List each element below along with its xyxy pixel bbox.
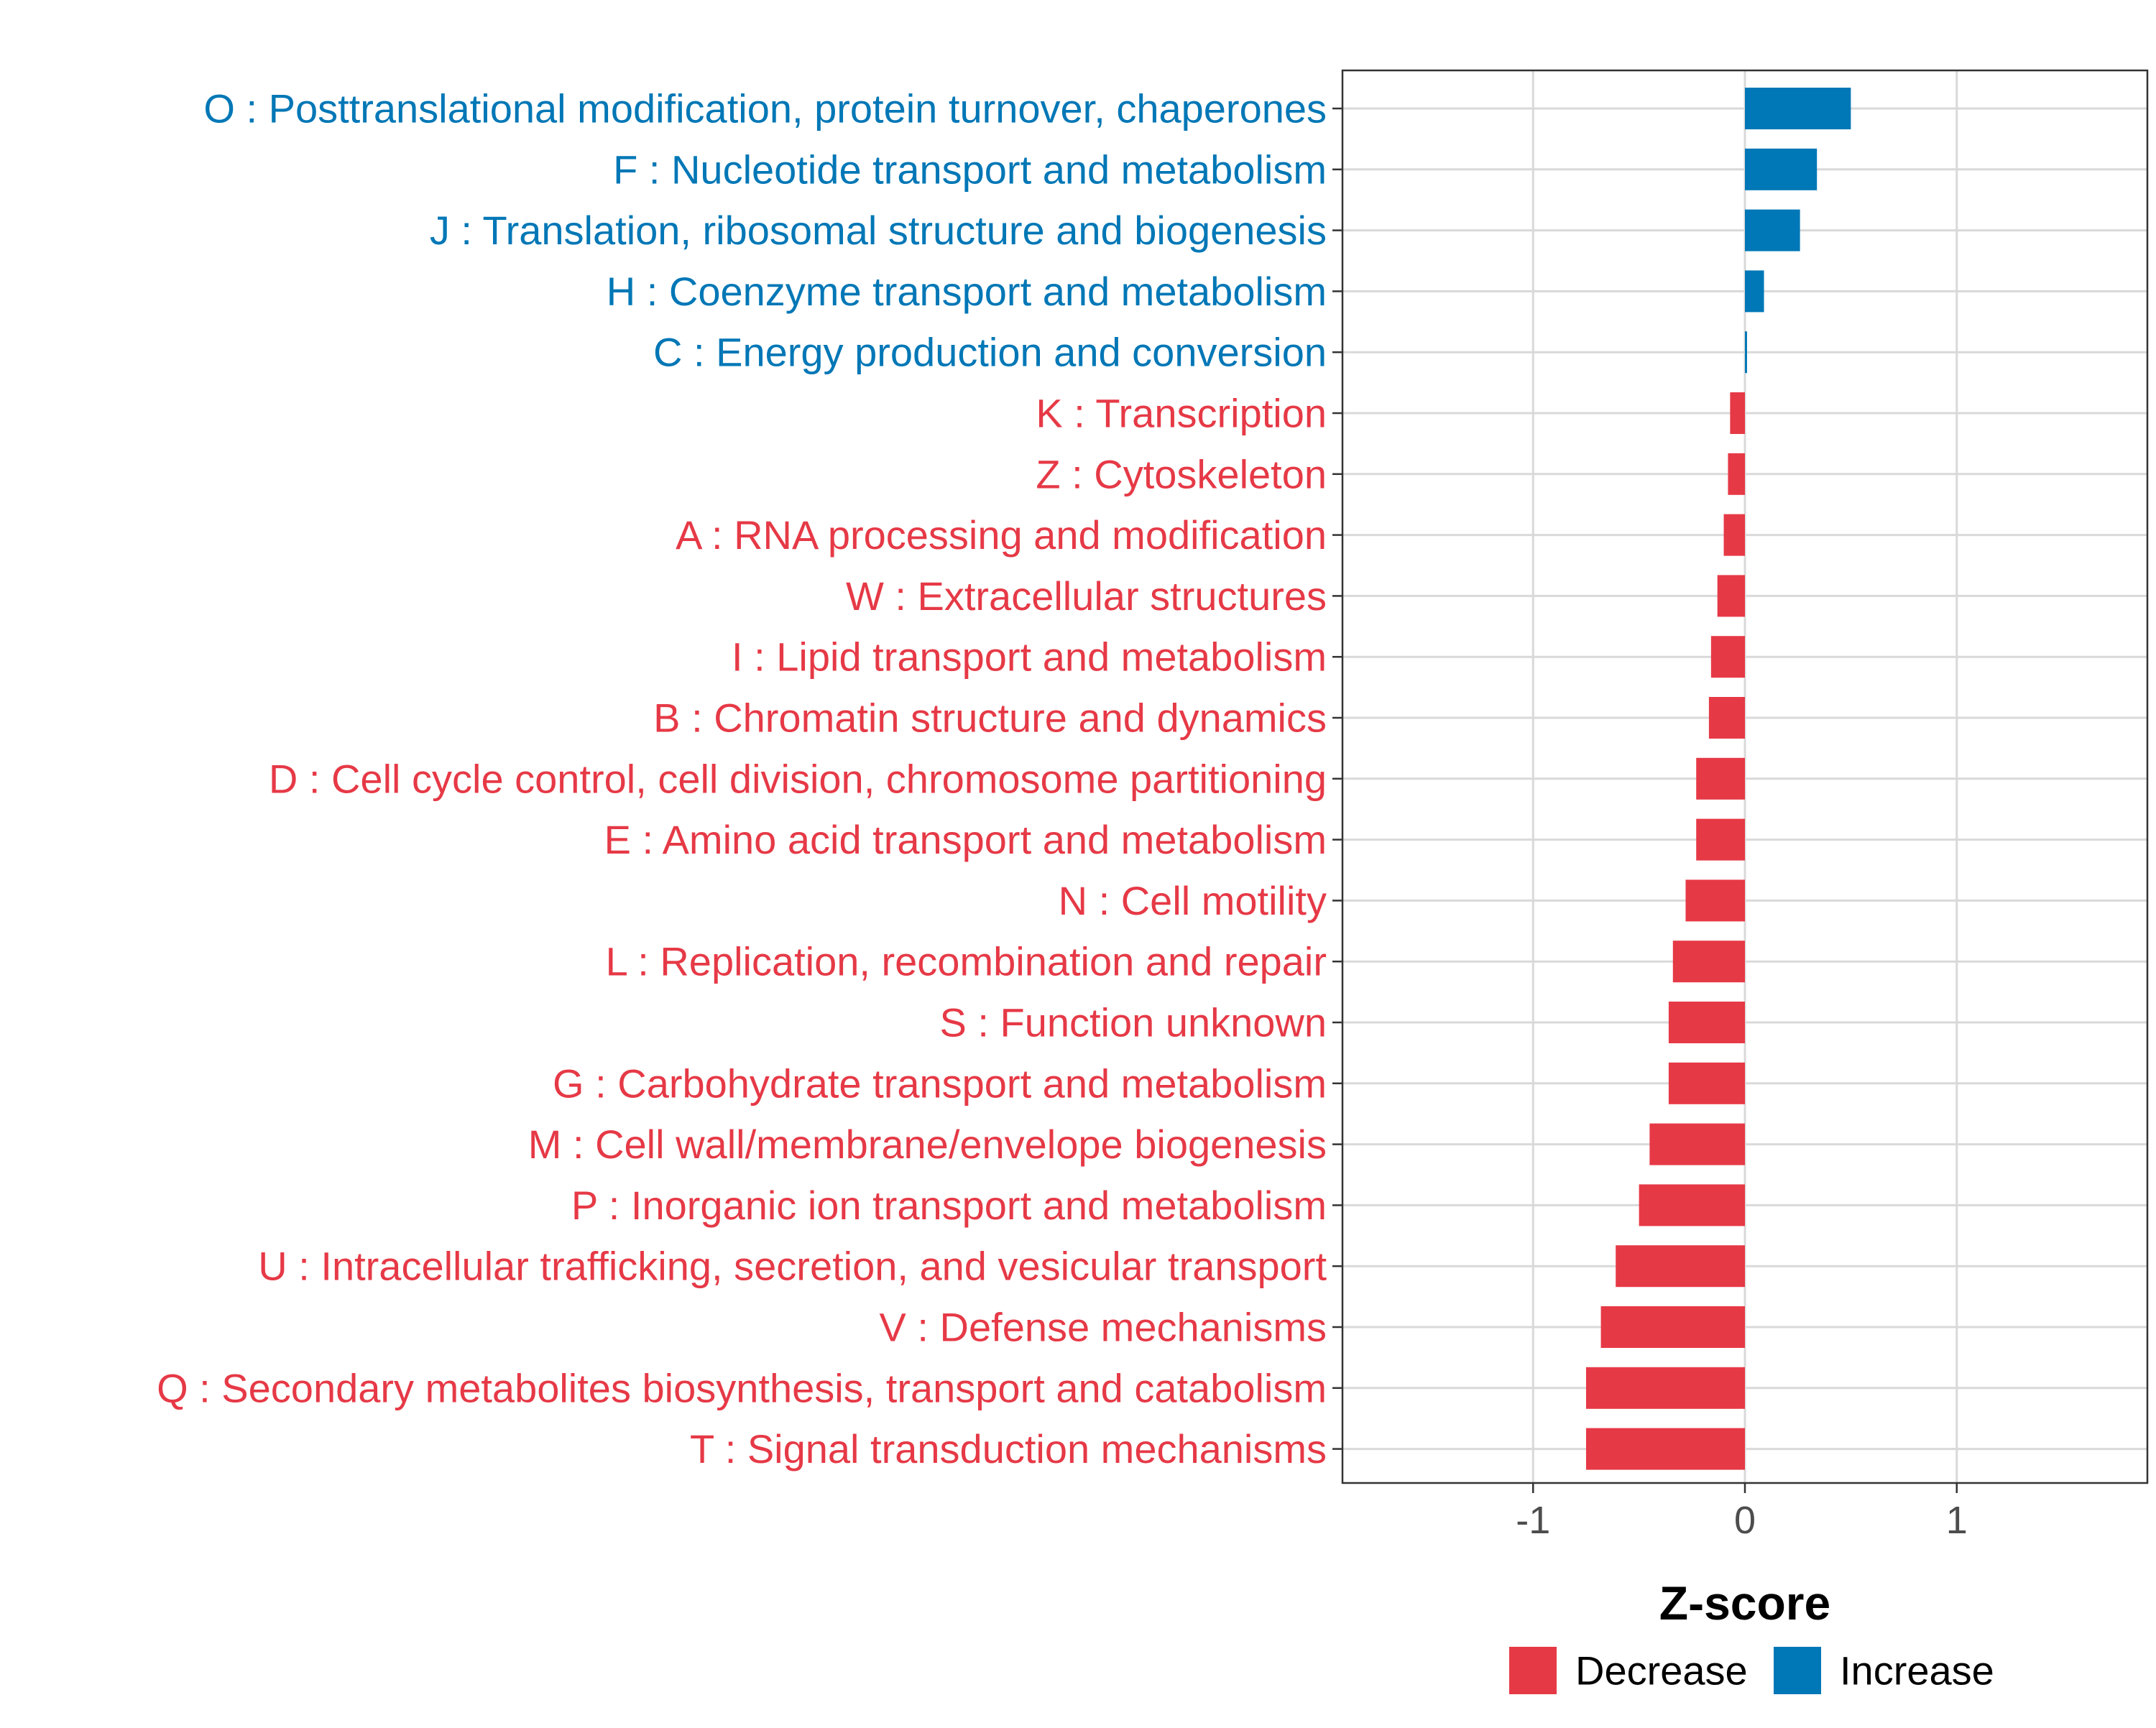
bar [1708, 697, 1745, 739]
legend: Decrease Increase [1509, 1647, 1994, 1694]
category-labels: O : Posttranslational modification, prot… [157, 86, 1327, 1472]
bar [1696, 757, 1745, 800]
category-label: D : Cell cycle control, cell division, c… [269, 756, 1327, 801]
category-label: J : Translation, ribosomal structure and… [430, 208, 1327, 253]
bar [1717, 575, 1745, 617]
legend-label: Increase [1840, 1648, 1994, 1694]
legend-key [1509, 1647, 1557, 1694]
bar [1710, 636, 1745, 678]
category-label: T : Signal transduction mechanisms [690, 1426, 1327, 1471]
category-label: E : Amino acid transport and metabolism [604, 817, 1327, 862]
category-label: W : Extracellular structures [846, 573, 1327, 619]
bar [1723, 514, 1745, 556]
category-label: Z : Cytoskeleton [1036, 451, 1327, 496]
bar [1639, 1184, 1745, 1226]
category-label: S : Function unknown [939, 1000, 1327, 1045]
category-label: O : Posttranslational modification, prot… [203, 86, 1327, 131]
bar [1730, 392, 1745, 434]
category-label: Q : Secondary metabolites biosynthesis, … [157, 1365, 1327, 1410]
y-axis-ticks [1332, 107, 1342, 1450]
category-label: H : Coenzyme transport and metabolism [607, 269, 1327, 314]
category-label: P : Inorganic ion transport and metaboli… [571, 1183, 1327, 1228]
category-label: K : Transcription [1036, 391, 1327, 436]
category-label: A : RNA processing and modification [676, 512, 1327, 558]
bar [1649, 1123, 1745, 1165]
legend-label: Decrease [1575, 1648, 1748, 1694]
bar [1745, 331, 1747, 374]
x-tick-label: 0 [1734, 1499, 1756, 1542]
category-label: V : Defense mechanisms [880, 1305, 1327, 1350]
bar [1696, 818, 1745, 861]
bar [1745, 88, 1851, 129]
category-label: C : Energy production and conversion [653, 330, 1327, 375]
bar [1585, 1367, 1745, 1409]
bar [1616, 1245, 1745, 1288]
bar [1685, 879, 1745, 922]
bar [1600, 1306, 1745, 1348]
category-label: N : Cell motility [1059, 878, 1327, 923]
category-label: U : Intracellular trafficking, secretion… [258, 1244, 1327, 1289]
x-axis-ticks: -1 0 1 [1516, 1483, 1968, 1542]
bars [1585, 88, 1851, 1470]
bar [1668, 1062, 1745, 1104]
category-label: G : Carbohydrate transport and metabolis… [553, 1061, 1327, 1106]
category-label: B : Chromatin structure and dynamics [653, 696, 1327, 741]
bar [1745, 209, 1800, 251]
category-label: F : Nucleotide transport and metabolism [613, 147, 1327, 192]
legend-key [1774, 1647, 1821, 1694]
x-tick-label: 1 [1946, 1499, 1968, 1542]
category-label: M : Cell wall/membrane/envelope biogenes… [528, 1122, 1327, 1167]
x-axis-title: Z-score [1659, 1576, 1830, 1630]
bar [1672, 941, 1745, 983]
bar [1728, 453, 1745, 495]
bar [1668, 1002, 1745, 1043]
x-tick-label: -1 [1516, 1499, 1550, 1542]
category-label: L : Replication, recombination and repai… [606, 939, 1327, 984]
bar [1585, 1428, 1745, 1470]
category-label: I : Lipid transport and metabolism [732, 634, 1327, 680]
bar [1745, 270, 1764, 313]
bar [1745, 148, 1818, 190]
